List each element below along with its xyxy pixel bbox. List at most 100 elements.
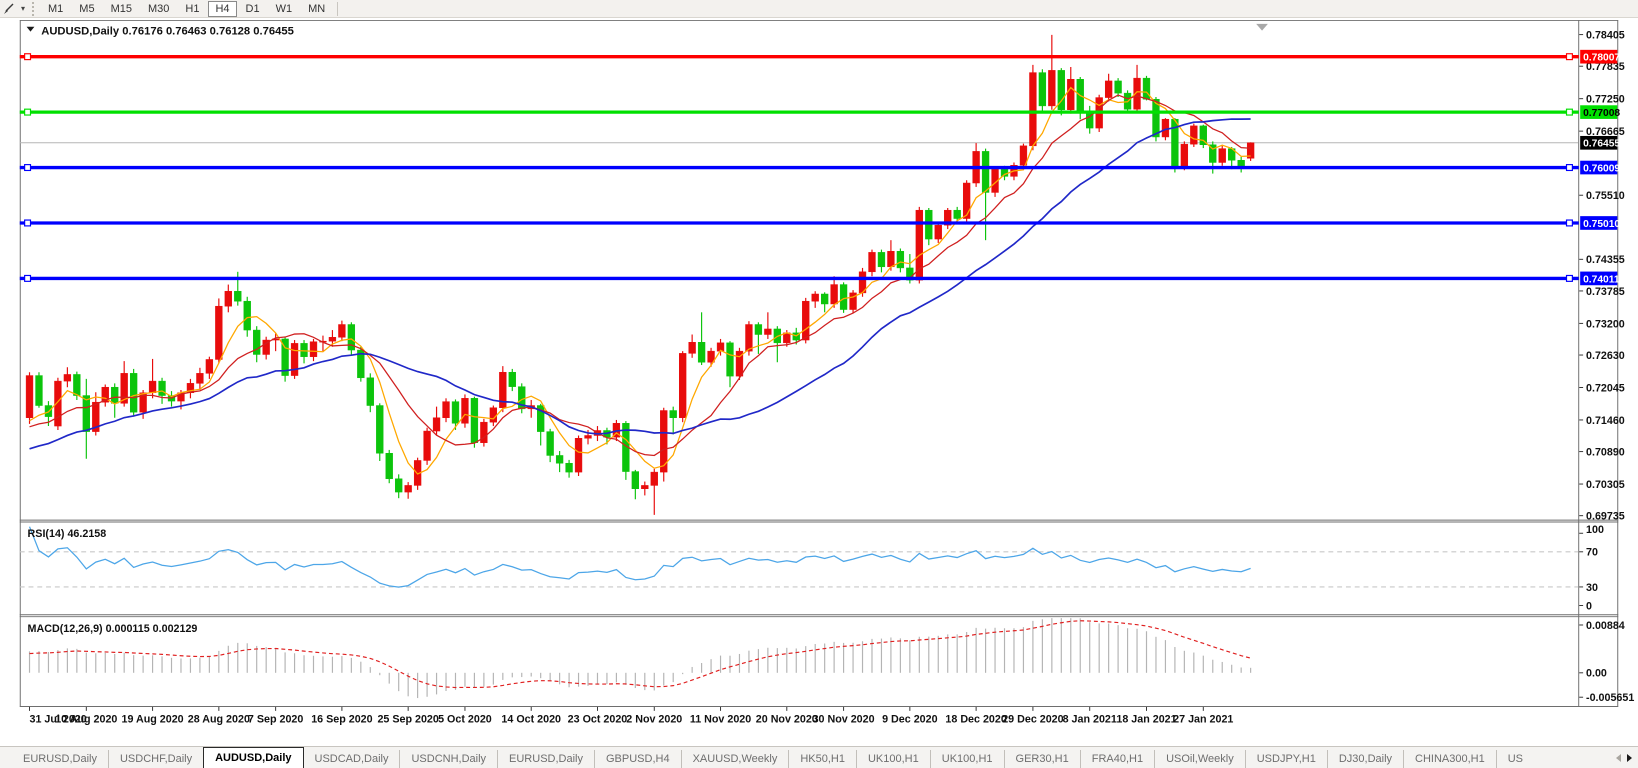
timeframe-button-h1[interactable]: H1 xyxy=(185,2,200,15)
symbol-tab-eurusd-daily[interactable]: EURUSD,Daily xyxy=(23,753,97,765)
symbol-tab-usdcnh-daily[interactable]: USDCNH,Daily xyxy=(399,750,497,768)
hline-handle[interactable] xyxy=(1565,164,1573,172)
price-axis-tick: 0.70890 xyxy=(1586,446,1625,458)
timeframe-button-m5[interactable]: M5 xyxy=(79,2,95,15)
hline-resistance-2[interactable] xyxy=(19,108,1579,116)
symbol-tab-usoil-weekly[interactable]: USOil,Weekly xyxy=(1154,750,1245,768)
macd-axis-tick: 0.00 xyxy=(1586,668,1607,680)
hline-handle[interactable] xyxy=(24,274,32,282)
hline-support-1[interactable] xyxy=(19,164,1579,172)
symbol-tab-fra40-h1[interactable]: FRA40,H1 xyxy=(1079,750,1154,768)
symbol-tab-bar: EURUSD,Daily USDCHF,Daily AUDUSD,Daily USDC… xyxy=(0,746,1638,768)
tabs-scroll-left-icon[interactable] xyxy=(1616,754,1621,762)
timeframe-button-h4[interactable]: H4 xyxy=(208,0,237,17)
macd-label: MACD(12,26,9) 0.000115 0.002129 xyxy=(28,623,198,635)
timeframe-button-mn[interactable]: MN xyxy=(308,2,326,15)
price-label-support-2: 0.75010 xyxy=(1580,216,1620,230)
hline-resistance-1[interactable] xyxy=(19,53,1579,61)
timeframe-button-m15[interactable]: M15 xyxy=(110,2,132,15)
hline-handle[interactable] xyxy=(1565,219,1573,227)
rsi-panel xyxy=(19,526,1579,588)
toolbar-separator xyxy=(337,1,339,16)
rsi-line xyxy=(28,526,1251,588)
price-label-resistance-1: 0.78007 xyxy=(1580,49,1620,64)
symbol-tab-usdjpy-h1[interactable]: USDJPY,H1 xyxy=(1244,750,1327,768)
time-axis-label: 8 Jan 2021 xyxy=(1063,714,1117,726)
price-axis-tick: 0.72630 xyxy=(1586,350,1625,362)
time-axis-label: 10 Aug 2020 xyxy=(55,714,117,726)
symbol-tab-gbpusd-h4[interactable]: GBPUSD,H4 xyxy=(594,750,681,768)
time-axis-label: 27 Jan 2021 xyxy=(1173,714,1233,726)
svg-text:0.78007: 0.78007 xyxy=(1583,53,1620,64)
time-axis-label: 29 Dec 2020 xyxy=(1002,714,1063,726)
macd-axis-tick: 0.00884 xyxy=(1586,620,1625,632)
current-price-label: 0.76455 xyxy=(1580,135,1620,150)
price-axis-tick: 0.76665 xyxy=(1586,126,1625,138)
line-studies-icon[interactable] xyxy=(0,1,18,17)
symbol-tab-usdchf-daily[interactable]: USDCHF,Daily xyxy=(107,750,203,768)
timeframe-button-w1[interactable]: W1 xyxy=(275,2,293,15)
hline-support-3[interactable] xyxy=(19,274,1579,282)
hline-handle[interactable] xyxy=(1565,53,1573,61)
svg-text:0.74011: 0.74011 xyxy=(1583,274,1620,285)
time-axis-label: 14 Oct 2020 xyxy=(501,714,561,726)
hline-handle[interactable] xyxy=(1565,274,1573,282)
symbol-tab-audusd-daily[interactable]: AUDUSD,Daily xyxy=(203,747,304,768)
ma-medium-line xyxy=(29,94,1251,457)
rsi-axis-tick: 0 xyxy=(1586,600,1592,612)
timeframe-button-m1[interactable]: M1 xyxy=(48,2,64,15)
price-axis-tick: 0.73200 xyxy=(1586,318,1625,330)
time-axis-label: 30 Nov 2020 xyxy=(813,714,875,726)
time-axis-label: 23 Oct 2020 xyxy=(568,714,628,726)
symbol-dropdown-icon[interactable] xyxy=(26,26,35,32)
price-axis: 0.78405 0.77835 0.77250 0.76665 0.75510 0.743… xyxy=(1579,29,1634,704)
time-axis-label: 5 Oct 2020 xyxy=(438,714,492,726)
symbol-tab-us[interactable]: US xyxy=(1495,750,1534,768)
time-axis-label: 18 Jan 2021 xyxy=(1116,714,1176,726)
timeframe-button-d1[interactable]: D1 xyxy=(245,2,260,15)
price-axis-tick: 0.69735 xyxy=(1586,511,1625,523)
timeframe-button-group: M1 M5 M15 M30 H1 H4 D1 W1 MN xyxy=(40,0,333,17)
time-axis-label: 19 Aug 2020 xyxy=(121,714,183,726)
time-axis-label: 2 Nov 2020 xyxy=(626,714,682,726)
price-axis-tick: 0.74355 xyxy=(1586,254,1625,266)
symbol-tab-china300-h1[interactable]: CHINA300,H1 xyxy=(1403,750,1496,768)
chart-window: AUDUSD,Daily 0.76176 0.76463 0.76128 0.7… xyxy=(0,18,1638,746)
timeframe-button-m30[interactable]: M30 xyxy=(147,2,170,15)
hline-handle[interactable] xyxy=(24,53,32,61)
tabs-scroll-right-icon[interactable] xyxy=(1627,754,1632,762)
price-label-support-3: 0.74011 xyxy=(1580,271,1620,285)
hline-handle[interactable] xyxy=(1565,108,1573,116)
rsi-label: RSI(14) 46.2158 xyxy=(28,528,107,540)
line-studies-dropdown-icon[interactable]: ▾ xyxy=(20,4,25,13)
symbol-tab-ger30-h1[interactable]: GER30,H1 xyxy=(1003,750,1080,768)
price-axis-tick: 0.75510 xyxy=(1586,190,1625,202)
chart-shift-marker[interactable] xyxy=(1256,23,1268,31)
symbol-tab-hk50-h1[interactable]: HK50,H1 xyxy=(788,750,856,768)
svg-text:0.76455: 0.76455 xyxy=(1583,139,1620,150)
price-axis-tick: 0.77835 xyxy=(1586,61,1625,73)
toolbar-grip[interactable] xyxy=(32,1,37,16)
ma-slow-line xyxy=(29,118,1251,450)
line-studies-icon-glyph xyxy=(4,3,14,14)
symbol-tab-dj30-daily[interactable]: DJ30,Daily xyxy=(1326,750,1403,768)
symbol-tab-uk100-h1[interactable]: UK100,H1 xyxy=(929,750,1004,768)
price-axis-tick: 0.72045 xyxy=(1586,382,1625,394)
symbol-title: AUDUSD,Daily 0.76176 0.76463 0.76128 0.7… xyxy=(41,26,294,38)
symbol-tab-eurusd-daily[interactable]: EURUSD,Daily xyxy=(497,750,594,768)
panel-borders xyxy=(19,19,1619,707)
hline-handle[interactable] xyxy=(24,219,32,227)
symbol-tab-usdcad-daily[interactable]: USDCAD,Daily xyxy=(314,753,389,765)
hline-support-2[interactable] xyxy=(19,219,1579,227)
price-chart-canvas[interactable]: AUDUSD,Daily 0.76176 0.76463 0.76128 0.7… xyxy=(0,18,1638,746)
hline-handle[interactable] xyxy=(24,108,32,116)
symbol-tab-xauusd-weekly[interactable]: XAUUSD,Weekly xyxy=(680,750,789,768)
main-price-panel xyxy=(19,34,1579,515)
time-axis-label: 16 Sep 2020 xyxy=(311,714,372,726)
time-axis-label: 20 Nov 2020 xyxy=(756,714,818,726)
rsi-axis-tick: 100 xyxy=(1586,524,1604,536)
hline-handle[interactable] xyxy=(24,164,32,172)
symbol-tab-uk100-h1[interactable]: UK100,H1 xyxy=(855,750,930,768)
time-axis-label: 7 Sep 2020 xyxy=(248,714,303,726)
